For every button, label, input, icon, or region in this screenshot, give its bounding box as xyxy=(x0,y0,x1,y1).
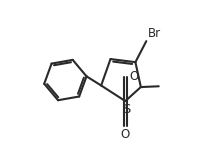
Text: S: S xyxy=(122,103,130,116)
Text: O: O xyxy=(121,128,130,141)
Text: O: O xyxy=(129,70,138,83)
Text: Br: Br xyxy=(148,27,161,40)
